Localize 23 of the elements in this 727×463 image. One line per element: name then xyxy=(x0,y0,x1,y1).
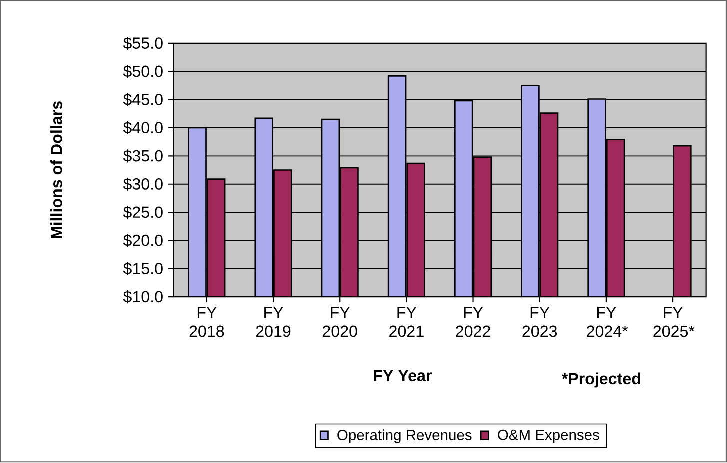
y-tick-label: $50.0 xyxy=(123,65,163,78)
x-tick-label: FY 2019 xyxy=(256,307,291,338)
x-tick-label: FY 2024* xyxy=(587,307,628,338)
y-tick-label: $25.0 xyxy=(123,206,163,220)
y-axis-title: Millions of Dollars xyxy=(50,102,62,239)
x-tick-label: FY 2021 xyxy=(390,307,424,338)
y-tick-label: $15.0 xyxy=(123,262,163,276)
legend-label: Operating Revenues xyxy=(338,430,472,444)
y-tick-label: $45.0 xyxy=(123,93,163,107)
text: *Projected xyxy=(562,372,640,388)
y-tick-label: $20.0 xyxy=(123,234,163,248)
x-tick-label: FY 2025* xyxy=(654,307,695,338)
x-tick-label: FY 2018 xyxy=(190,307,224,338)
x-tick-label: FY 2023 xyxy=(522,307,558,338)
legend-label: O&M Expenses xyxy=(498,430,600,444)
y-tick-label: $30.0 xyxy=(123,178,163,192)
y-tick-label: $35.0 xyxy=(123,150,163,163)
y-tick-label: $40.0 xyxy=(123,122,163,135)
y-tick-label: $55.0 xyxy=(123,37,163,50)
x-tick-label: FY 2022 xyxy=(456,307,490,338)
x-tick-label: FY 2020 xyxy=(322,307,358,338)
y-tick-label: $10.0 xyxy=(123,290,163,304)
x-axis-title: FY Year xyxy=(374,370,432,382)
